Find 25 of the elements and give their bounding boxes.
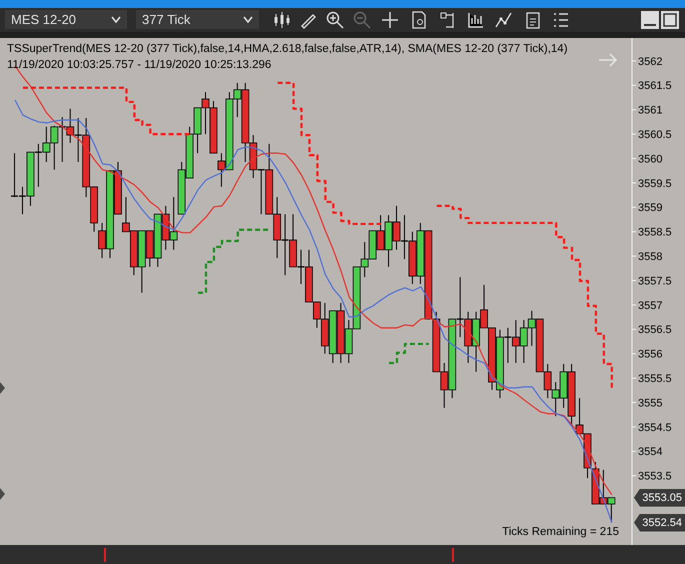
y-tick-label: 3560	[638, 153, 662, 166]
text: 3552.54	[634, 514, 685, 532]
y-tick-label: 3554	[638, 446, 662, 458]
y-tick-label: 3561	[638, 104, 662, 117]
annotation: Ticks Remaining = 215	[502, 526, 619, 538]
y-tick-label: 3557.5	[638, 275, 672, 288]
text: 3553.05	[634, 488, 685, 507]
y-tick-label: 3556.5	[638, 324, 672, 336]
chart-title: TSSuperTrend(MES 12-20 (377 Tick),false,14,HMA,2.618,false,false,ATR,14), SMA(MES 12-20 (377 Tick),14)	[7, 43, 568, 55]
text: 11/19/2020 10:03:25.757 - 11/19/2020 10:25:13.296	[7, 59, 272, 71]
y-tick-label: 3556	[638, 348, 662, 361]
y-tick-label: 3557	[638, 300, 662, 312]
y-tick-label: 3555	[638, 397, 662, 410]
y-tick-label: 3559	[638, 202, 662, 214]
text: MES 12-20	[11, 12, 76, 27]
y-tick-label: 3561.5	[638, 80, 672, 92]
y-tick-label: 3559.5	[638, 178, 672, 190]
y-tick-label: 3562	[638, 56, 662, 68]
y-tick-label: 3560.5	[638, 129, 672, 142]
y-tick-label: 3553.5	[638, 470, 672, 483]
text: 377 Tick	[142, 12, 190, 27]
y-tick-label: 3558	[638, 251, 662, 264]
y-tick-label: 3558.5	[638, 226, 672, 239]
y-tick-label: 3554.5	[638, 422, 672, 434]
y-tick-label: 3555.5	[638, 373, 672, 386]
